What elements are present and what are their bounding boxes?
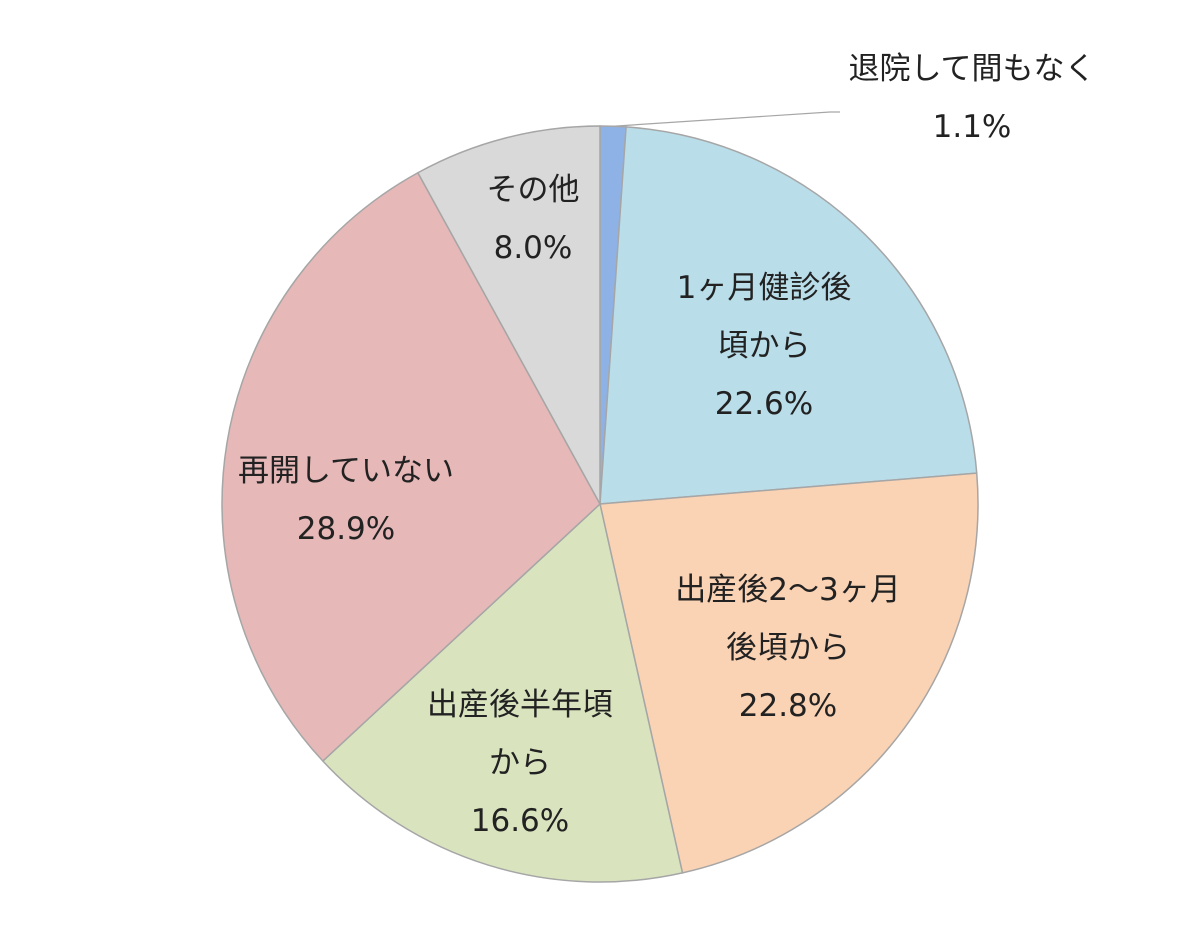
slice-label-text: 出産後2～3ヶ月 bbox=[675, 572, 901, 608]
slice-label-1: 1ヶ月健診後 頃から 22.6% bbox=[677, 259, 852, 433]
slice-label-text: 頃から bbox=[717, 328, 811, 364]
slice-label-text: 退院して間もなく bbox=[848, 51, 1096, 87]
pie-slice-4 bbox=[221, 171, 601, 763]
slice-label-text: 出産後半年頃 bbox=[427, 687, 613, 723]
pie-slice-1 bbox=[599, 126, 978, 505]
slice-label-text: 再開していない bbox=[237, 453, 455, 489]
slice-label-3: 出産後半年頃 から 16.6% bbox=[427, 676, 613, 850]
slice-label-4: 再開していない 28.9% bbox=[238, 442, 454, 558]
pie-slice-2 bbox=[599, 472, 979, 874]
slice-label-text: その他 bbox=[486, 172, 580, 208]
slice-label-text: 後頃から bbox=[725, 630, 850, 666]
slice-value-label: 8.0% bbox=[493, 230, 573, 266]
slice-label-text: 1ヶ月健診後 bbox=[676, 270, 852, 306]
slice-value-label: 22.8% bbox=[738, 688, 838, 724]
slice-value-label: 1.1% bbox=[932, 109, 1012, 145]
slice-label-2: 出産後2～3ヶ月 後頃から 22.8% bbox=[675, 561, 900, 735]
pie-slice-5 bbox=[416, 125, 601, 505]
leader-line bbox=[613, 111, 840, 127]
slice-label-5: その他 8.0% bbox=[487, 161, 580, 277]
slice-label-0: 退院して間もなく 1.1% bbox=[848, 40, 1095, 156]
pie-slice-3 bbox=[321, 502, 684, 883]
slice-value-label: 22.6% bbox=[714, 386, 814, 422]
slice-value-label: 16.6% bbox=[470, 803, 570, 839]
slice-value-label: 28.9% bbox=[296, 511, 396, 547]
slice-label-text: から bbox=[489, 745, 551, 781]
